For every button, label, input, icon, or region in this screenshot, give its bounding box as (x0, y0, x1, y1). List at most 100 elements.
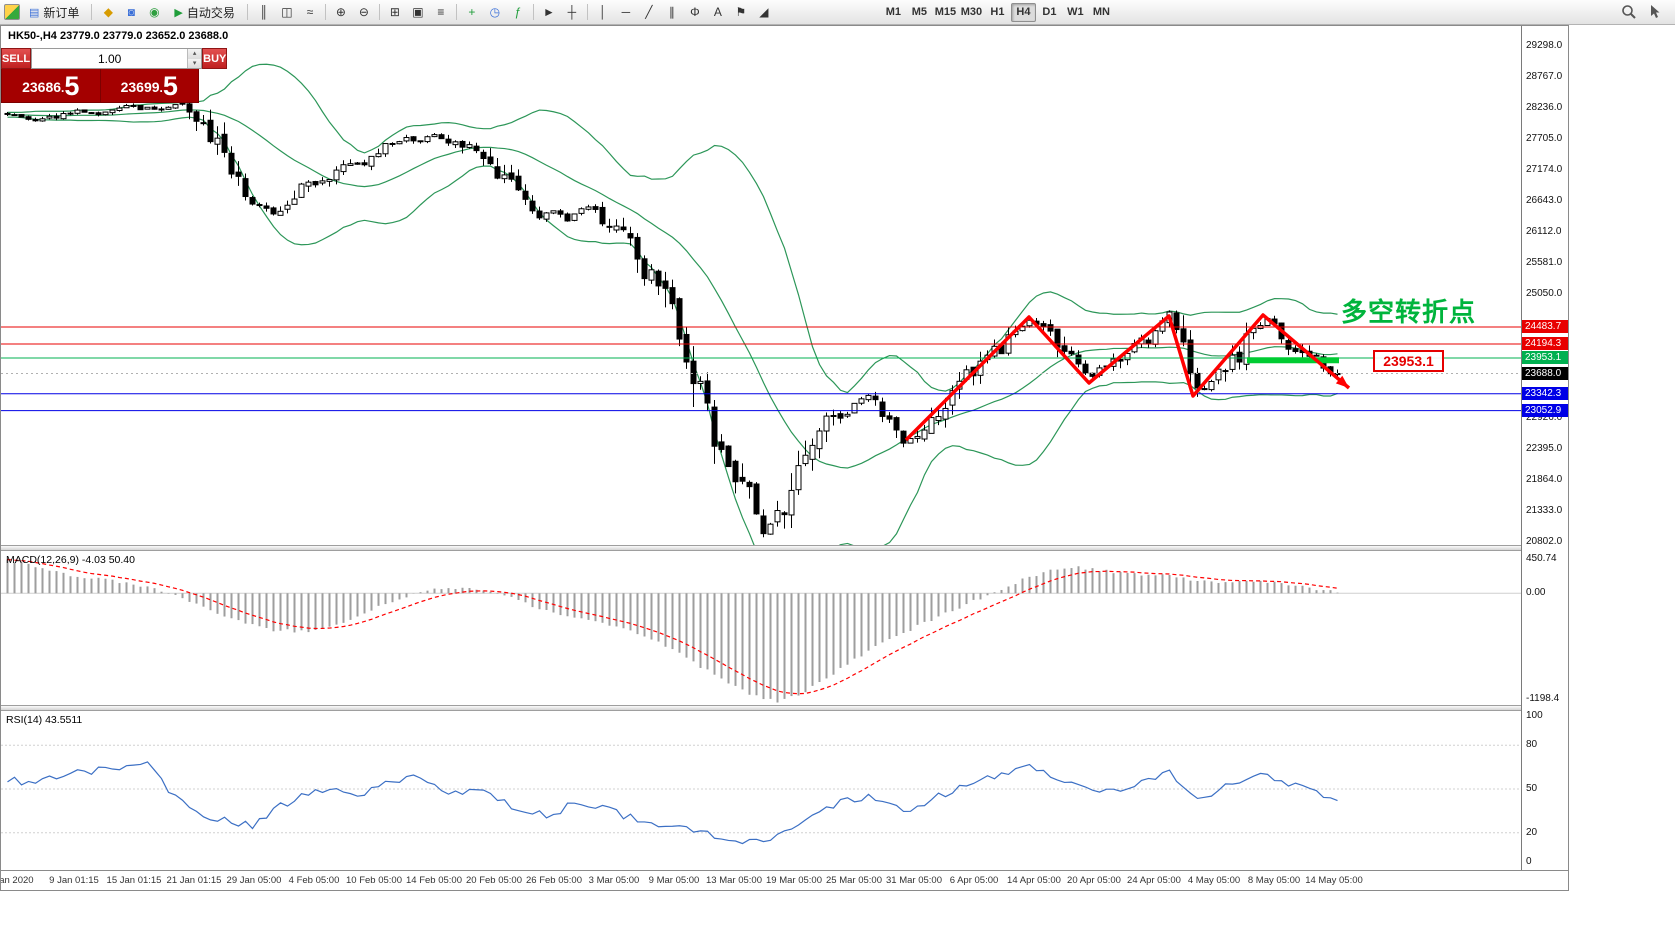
date-label: 21 Jan 01:15 (166, 875, 222, 886)
date-label: 8 May 05:00 (1247, 875, 1301, 886)
date-label: 15 Jan 01:15 (106, 875, 162, 886)
date-label: 10 Feb 05:00 (346, 875, 402, 886)
toolbar-window-icons: ◆ ◙ ◉ (97, 2, 165, 22)
rsi-scale-tick: 100 (1526, 710, 1543, 721)
timeframe-w1[interactable]: W1 (1063, 3, 1088, 22)
tile-windows-icon[interactable]: ⊞ (384, 2, 406, 22)
sell-price[interactable]: 23686. 5 (2, 69, 101, 102)
text-icon[interactable]: A (707, 2, 729, 22)
price-tag: 24483.7 (1522, 320, 1568, 334)
zoom-in-icon[interactable]: ⊕ (330, 2, 352, 22)
price-tick: 22395.0 (1526, 443, 1563, 454)
chart-window[interactable]: HK50-,H4 23779.0 23779.0 23652.0 23688.0… (0, 25, 1569, 891)
label-icon[interactable]: ⚑ (730, 2, 752, 22)
app-icon (4, 4, 20, 20)
date-label: 24 Apr 05:00 (1127, 875, 1181, 886)
indicators-icon[interactable]: ƒ (507, 2, 529, 22)
buy-price-dot: . (159, 81, 163, 95)
autotrading-button[interactable]: ▶ 自动交易 (167, 2, 241, 22)
horizontal-line-icon[interactable]: ─ (615, 2, 637, 22)
buy-price[interactable]: 23699. 5 (101, 69, 199, 102)
pointer-icon[interactable] (1645, 2, 1665, 22)
chart-bars-icon[interactable]: ║ (253, 2, 275, 22)
new-chart-icon[interactable]: + (461, 2, 483, 22)
sell-price-big-digit: 5 (64, 71, 80, 101)
toolbar: ▤ 新订单 ◆ ◙ ◉ ▶ 自动交易 ║ ◫ ≈ ⊕ ⊖ ⊞ ▣ ≡ + ◷ ƒ ► ┼ │ ─ ╱ ∥ Φ A ⚑ ◢ M… (0, 0, 1675, 25)
new-order-icon: ▤ (29, 6, 40, 19)
chart-title: HK50-,H4 23779.0 23779.0 23652.0 23688.0 (8, 30, 228, 42)
time-axis[interactable]: Jan 2020 9 Jan 01:15 15 Jan 01:15 21 Jan 01… (1, 870, 1568, 890)
navigator-icon[interactable]: ◙ (120, 2, 142, 22)
rsi-scale-tick: 80 (1526, 739, 1538, 751)
sell-price-dot: . (61, 81, 65, 95)
toolbar-chart-icons: ║ ◫ ≈ ⊕ ⊖ ⊞ ▣ ≡ + ◷ ƒ ► ┼ │ ─ ╱ ∥ Φ A ⚑ ◢ (253, 2, 775, 22)
macd-indicator-label: MACD(12,26,9) -4.03 50.40 (6, 554, 135, 566)
crosshair-icon[interactable]: ┼ (561, 2, 583, 22)
date-label: 4 Feb 05:00 (288, 875, 340, 886)
price-tag: 24194.3 (1522, 336, 1568, 350)
toolbar-separator (246, 4, 248, 20)
timeframe-d1[interactable]: D1 (1037, 3, 1062, 22)
price-tick: 20802.0 (1526, 536, 1563, 547)
sell-button[interactable]: SELL (1, 48, 32, 69)
price-axis[interactable]: 29298.0 28767.0 28236.0 27705.0 27174.0 26643… (1521, 26, 1568, 870)
date-label: 14 Apr 05:00 (1007, 875, 1061, 886)
shapes-icon[interactable]: ◢ (753, 2, 775, 22)
date-label: 4 May 05:00 (1187, 875, 1241, 886)
price-tag: 23688.0 (1522, 366, 1568, 380)
rsi-scale-tick: 0 (1526, 856, 1532, 867)
buy-button[interactable]: BUY (202, 48, 228, 69)
date-label: 3 Mar 05:00 (588, 875, 640, 886)
volume-spinner: ▴ ▾ (187, 49, 202, 68)
cursor-icon[interactable]: ► (538, 2, 560, 22)
timeframe-m5[interactable]: M5 (907, 3, 932, 22)
pane-separator[interactable] (1, 545, 1568, 551)
volume-up-button[interactable]: ▴ (188, 49, 202, 59)
date-label: 29 Jan 05:00 (226, 875, 282, 886)
new-order-button[interactable]: ▤ 新订单 (22, 2, 86, 22)
vertical-line-icon[interactable]: │ (592, 2, 614, 22)
price-tick: 25581.0 (1526, 257, 1563, 268)
timeframe-m15[interactable]: M15 (933, 3, 958, 22)
date-label: 31 Mar 05:00 (886, 875, 942, 886)
timeframe-m1[interactable]: M1 (881, 3, 906, 22)
timeframe-mn[interactable]: MN (1089, 3, 1114, 22)
price-tick: 26112.0 (1526, 226, 1562, 237)
price-tag: 23052.9 (1522, 403, 1568, 417)
volume-down-button[interactable]: ▾ (188, 58, 202, 68)
channel-icon[interactable]: ∥ (661, 2, 683, 22)
timeframe-m30[interactable]: M30 (959, 3, 984, 22)
timeframe-h4[interactable]: H4 (1010, 2, 1036, 22)
level-callout-box: 23953.1 (1373, 350, 1444, 372)
market-watch-icon[interactable]: ◆ (97, 2, 119, 22)
date-label: 14 May 05:00 (1305, 875, 1363, 886)
price-tag: 23342.3 (1522, 386, 1568, 400)
toolbar-separator (91, 4, 93, 20)
macd-scale-tick: 450.74 (1526, 553, 1557, 564)
date-label: 20 Apr 05:00 (1067, 875, 1121, 886)
fibonacci-icon[interactable]: Φ (684, 2, 706, 22)
toolbar-separator (324, 4, 326, 20)
zoom-out-icon[interactable]: ⊖ (353, 2, 375, 22)
search-icon[interactable] (1619, 2, 1639, 22)
cascade-windows-icon[interactable]: ▣ (407, 2, 429, 22)
timeframe-h1[interactable]: H1 (985, 3, 1010, 22)
price-tick: 22926.0 (1526, 412, 1563, 423)
mail-icon[interactable]: ◉ (143, 2, 165, 22)
toolbar-separator (532, 4, 534, 20)
pane-separator[interactable] (1, 705, 1568, 711)
date-label: 6 Apr 05:00 (949, 875, 999, 886)
date-label: 13 Mar 05:00 (706, 875, 762, 886)
timeframe-toolbar: M1 M5 M15 M30 H1 H4 D1 W1 MN (881, 2, 1114, 22)
toolbar-right (1619, 2, 1671, 22)
arrange-windows-icon[interactable]: ≡ (430, 2, 452, 22)
chart-line-icon[interactable]: ≈ (299, 2, 321, 22)
toolbar-separator (586, 4, 588, 20)
autotrading-play-icon: ▶ (174, 6, 183, 19)
chart-candles-icon[interactable]: ◫ (276, 2, 298, 22)
period-clock-icon[interactable]: ◷ (484, 2, 506, 22)
volume-input[interactable] (32, 49, 188, 68)
trendline-icon[interactable]: ╱ (638, 2, 660, 22)
chart-canvas[interactable] (1, 26, 1568, 870)
